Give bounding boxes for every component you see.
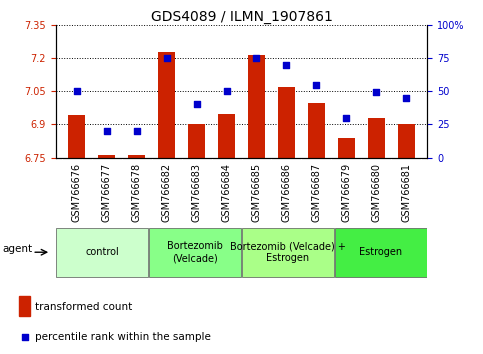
Text: transformed count: transformed count xyxy=(35,302,132,312)
Text: GSM766685: GSM766685 xyxy=(252,162,261,222)
Bar xyxy=(188,124,205,158)
Text: agent: agent xyxy=(3,245,33,255)
Point xyxy=(163,55,170,61)
Point xyxy=(133,128,141,134)
Point xyxy=(193,102,200,107)
Point xyxy=(283,62,290,67)
Text: GSM766687: GSM766687 xyxy=(312,162,322,222)
Bar xyxy=(68,115,85,158)
Text: control: control xyxy=(85,247,119,257)
Bar xyxy=(98,155,115,158)
Text: GSM766679: GSM766679 xyxy=(341,162,352,222)
Point xyxy=(342,115,350,120)
Bar xyxy=(218,114,235,158)
Text: GSM766681: GSM766681 xyxy=(401,162,412,222)
Bar xyxy=(19,296,30,315)
Bar xyxy=(278,87,295,158)
Text: Bortezomib (Velcade) +
Estrogen: Bortezomib (Velcade) + Estrogen xyxy=(230,241,346,263)
Bar xyxy=(308,103,325,158)
Point xyxy=(21,335,29,340)
Text: GSM766677: GSM766677 xyxy=(101,162,112,222)
Text: GSM766678: GSM766678 xyxy=(131,162,142,222)
Text: Estrogen: Estrogen xyxy=(359,247,402,257)
Point xyxy=(403,95,411,101)
Bar xyxy=(128,155,145,158)
Bar xyxy=(57,228,148,277)
Text: GSM766683: GSM766683 xyxy=(192,162,201,222)
Text: Bortezomib
(Velcade): Bortezomib (Velcade) xyxy=(167,241,223,263)
Bar xyxy=(149,228,241,277)
Point xyxy=(72,88,80,94)
Bar xyxy=(398,124,415,158)
Bar xyxy=(338,138,355,158)
Text: GSM766686: GSM766686 xyxy=(282,162,291,222)
Title: GDS4089 / ILMN_1907861: GDS4089 / ILMN_1907861 xyxy=(151,10,332,24)
Bar xyxy=(368,118,385,158)
Point xyxy=(253,55,260,61)
Bar xyxy=(158,52,175,158)
Point xyxy=(313,82,320,87)
Text: GSM766680: GSM766680 xyxy=(371,162,382,222)
Text: percentile rank within the sample: percentile rank within the sample xyxy=(35,332,211,342)
Bar xyxy=(242,228,334,277)
Text: GSM766684: GSM766684 xyxy=(222,162,231,222)
Point xyxy=(372,90,380,95)
Bar xyxy=(248,55,265,158)
Text: GSM766682: GSM766682 xyxy=(161,162,171,222)
Point xyxy=(103,128,111,134)
Bar xyxy=(335,228,426,277)
Text: GSM766676: GSM766676 xyxy=(71,162,82,222)
Point xyxy=(223,88,230,94)
